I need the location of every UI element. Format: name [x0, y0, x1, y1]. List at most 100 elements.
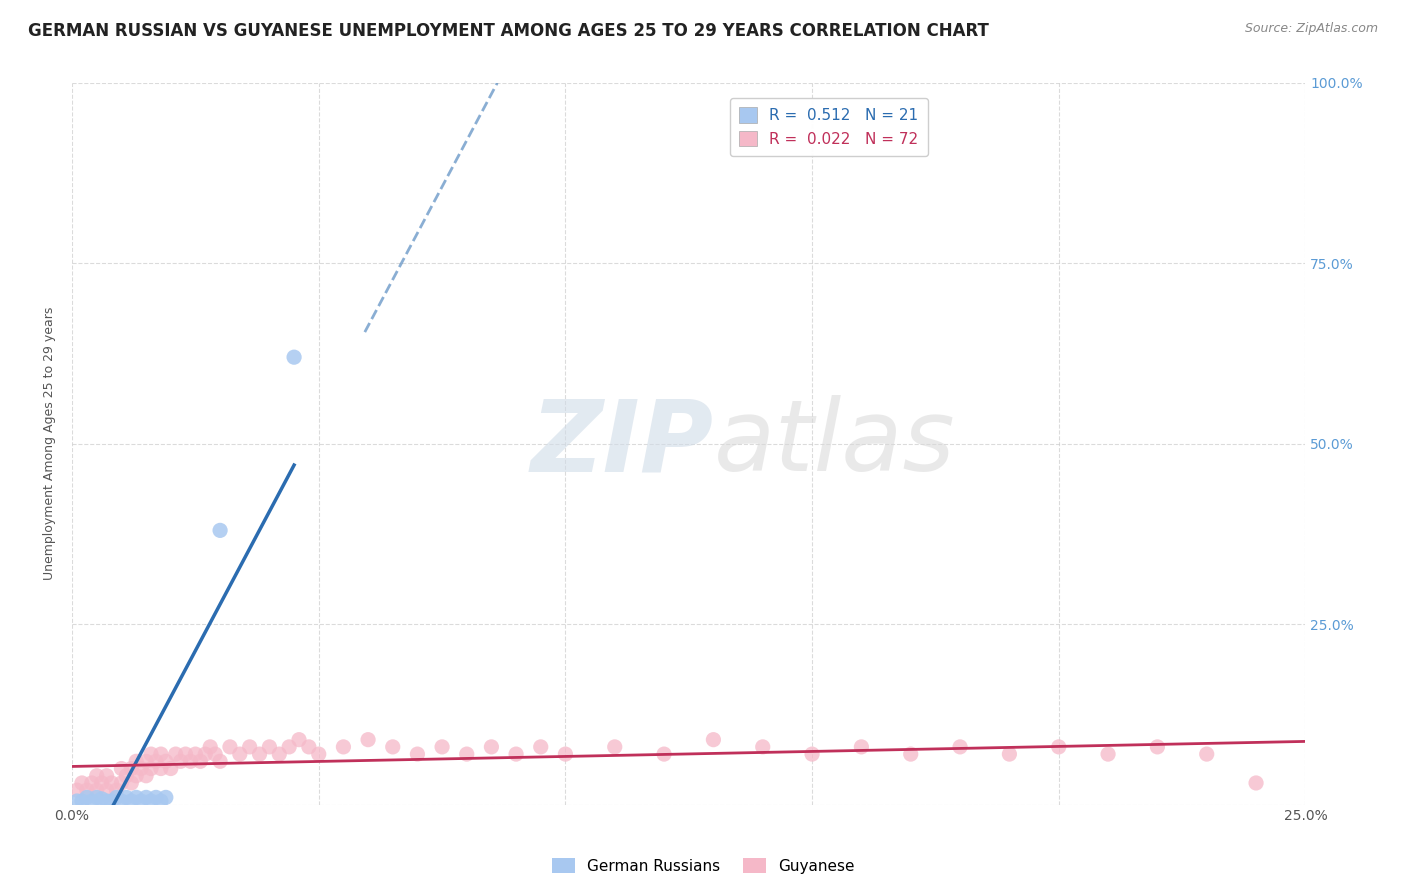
Point	[1047, 739, 1070, 754]
Point	[120, 794, 142, 808]
Point	[100, 794, 122, 808]
Point	[139, 747, 162, 761]
Point	[80, 776, 103, 790]
Point	[190, 754, 212, 768]
Point	[278, 739, 301, 754]
Point	[283, 350, 305, 364]
Point	[165, 747, 187, 761]
Point	[155, 790, 177, 805]
Point	[702, 732, 724, 747]
Point	[129, 762, 152, 776]
Point	[90, 792, 112, 806]
Point	[298, 739, 321, 754]
Point	[530, 739, 553, 754]
Point	[149, 762, 172, 776]
Point	[1097, 747, 1119, 761]
Point	[115, 769, 138, 783]
Point	[110, 762, 132, 776]
Point	[125, 769, 148, 783]
Point	[86, 790, 108, 805]
Point	[288, 732, 311, 747]
Point	[125, 754, 148, 768]
Legend: German Russians, Guyanese: German Russians, Guyanese	[546, 852, 860, 880]
Point	[174, 747, 197, 761]
Point	[900, 747, 922, 761]
Point	[135, 790, 157, 805]
Point	[229, 747, 252, 761]
Point	[96, 783, 118, 797]
Point	[125, 790, 148, 805]
Point	[135, 754, 157, 768]
Point	[96, 769, 118, 783]
Point	[115, 790, 138, 805]
Point	[381, 739, 404, 754]
Point	[129, 794, 152, 808]
Point	[209, 754, 232, 768]
Point	[219, 739, 242, 754]
Legend: R =  0.512   N = 21, R =  0.022   N = 72: R = 0.512 N = 21, R = 0.022 N = 72	[730, 98, 928, 156]
Point	[998, 747, 1021, 761]
Text: Source: ZipAtlas.com: Source: ZipAtlas.com	[1244, 22, 1378, 36]
Point	[1195, 747, 1218, 761]
Point	[430, 739, 453, 754]
Point	[90, 776, 112, 790]
Point	[269, 747, 291, 761]
Point	[652, 747, 675, 761]
Point	[209, 524, 232, 538]
Point	[949, 739, 972, 754]
Point	[120, 776, 142, 790]
Point	[406, 747, 429, 761]
Point	[179, 754, 201, 768]
Point	[76, 783, 98, 797]
Point	[603, 739, 626, 754]
Point	[155, 754, 177, 768]
Point	[801, 747, 824, 761]
Point	[184, 747, 207, 761]
Point	[145, 790, 167, 805]
Point	[80, 794, 103, 808]
Point	[135, 769, 157, 783]
Point	[110, 794, 132, 808]
Point	[554, 747, 576, 761]
Point	[1244, 776, 1267, 790]
Point	[120, 762, 142, 776]
Point	[169, 754, 191, 768]
Text: atlas: atlas	[713, 395, 955, 492]
Point	[105, 790, 128, 805]
Point	[239, 739, 262, 754]
Point	[456, 747, 478, 761]
Point	[249, 747, 271, 761]
Point	[204, 747, 226, 761]
Point	[159, 762, 181, 776]
Point	[70, 794, 93, 808]
Text: ZIP: ZIP	[530, 395, 713, 492]
Point	[149, 794, 172, 808]
Point	[200, 739, 222, 754]
Point	[86, 783, 108, 797]
Point	[66, 783, 89, 797]
Point	[259, 739, 281, 754]
Point	[70, 776, 93, 790]
Point	[145, 754, 167, 768]
Point	[105, 783, 128, 797]
Point	[194, 747, 217, 761]
Point	[851, 739, 873, 754]
Point	[332, 739, 354, 754]
Point	[149, 747, 172, 761]
Point	[76, 790, 98, 805]
Point	[86, 769, 108, 783]
Point	[1146, 739, 1168, 754]
Point	[110, 776, 132, 790]
Point	[308, 747, 330, 761]
Point	[66, 794, 89, 808]
Point	[357, 732, 380, 747]
Point	[96, 794, 118, 808]
Point	[751, 739, 773, 754]
Y-axis label: Unemployment Among Ages 25 to 29 years: Unemployment Among Ages 25 to 29 years	[44, 307, 56, 581]
Point	[481, 739, 503, 754]
Text: GERMAN RUSSIAN VS GUYANESE UNEMPLOYMENT AMONG AGES 25 TO 29 YEARS CORRELATION CH: GERMAN RUSSIAN VS GUYANESE UNEMPLOYMENT …	[28, 22, 988, 40]
Point	[139, 794, 162, 808]
Point	[139, 762, 162, 776]
Point	[100, 776, 122, 790]
Point	[505, 747, 527, 761]
